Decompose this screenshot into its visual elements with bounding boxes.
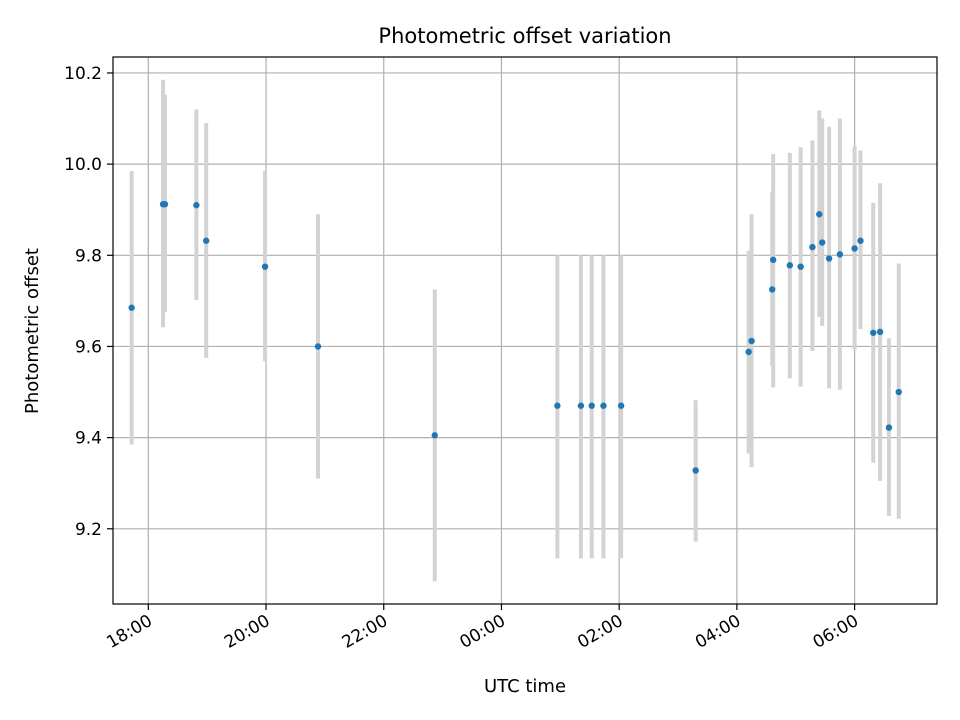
x-tick-label: 00:00 (457, 611, 509, 653)
data-point (577, 402, 585, 409)
axis-ticks: 18:00 20:00 22:00 00:00 02:00 04:00 06:00 9.2 9.… (64, 64, 862, 653)
data-point (261, 263, 269, 270)
y-tick-label: 10.2 (64, 64, 102, 84)
data-point (851, 245, 858, 252)
x-tick-label: 02:00 (574, 611, 626, 653)
y-tick-label: 9.2 (75, 520, 102, 540)
data-point (769, 286, 776, 293)
data-point (876, 328, 884, 336)
data-point (431, 432, 438, 439)
x-tick-label: 22:00 (339, 611, 391, 653)
data-point (745, 348, 752, 356)
data-point (692, 467, 699, 474)
data-point (617, 402, 625, 409)
x-tick-label: 20:00 (221, 611, 273, 653)
data-point (161, 201, 169, 208)
data-point (554, 402, 561, 409)
x-tick-label: 18:00 (103, 611, 155, 653)
x-tick-label: 06:00 (810, 611, 862, 653)
y-tick-label: 10.0 (64, 155, 102, 175)
data-point (825, 255, 833, 262)
error-bars (129, 79, 901, 582)
data-point (836, 251, 844, 258)
data-point (314, 343, 322, 350)
data-point (588, 402, 595, 409)
data-point (809, 243, 816, 251)
data-point (857, 237, 864, 244)
data-point (870, 329, 877, 336)
data-point (193, 201, 200, 209)
x-tick-label: 04:00 (692, 611, 744, 653)
data-point (895, 388, 902, 396)
data-point (885, 424, 893, 431)
data-point (748, 337, 755, 345)
data-point (769, 256, 777, 264)
data-point (786, 262, 794, 269)
data-point (816, 211, 823, 218)
y-tick-label: 9.6 (75, 337, 102, 357)
data-point (202, 237, 210, 244)
data-point (600, 402, 607, 409)
plot-area-frame (112, 56, 938, 605)
data-point (797, 263, 804, 270)
data-point (128, 304, 135, 311)
x-axis-title: UTC time (484, 676, 566, 697)
y-tick-label: 9.8 (75, 246, 102, 266)
data-point (819, 239, 826, 246)
data-points (128, 201, 902, 474)
chart-title: Photometric offset variation (378, 24, 671, 48)
y-axis-title: Photometric offset (22, 248, 43, 414)
y-tick-label: 9.4 (75, 429, 102, 449)
